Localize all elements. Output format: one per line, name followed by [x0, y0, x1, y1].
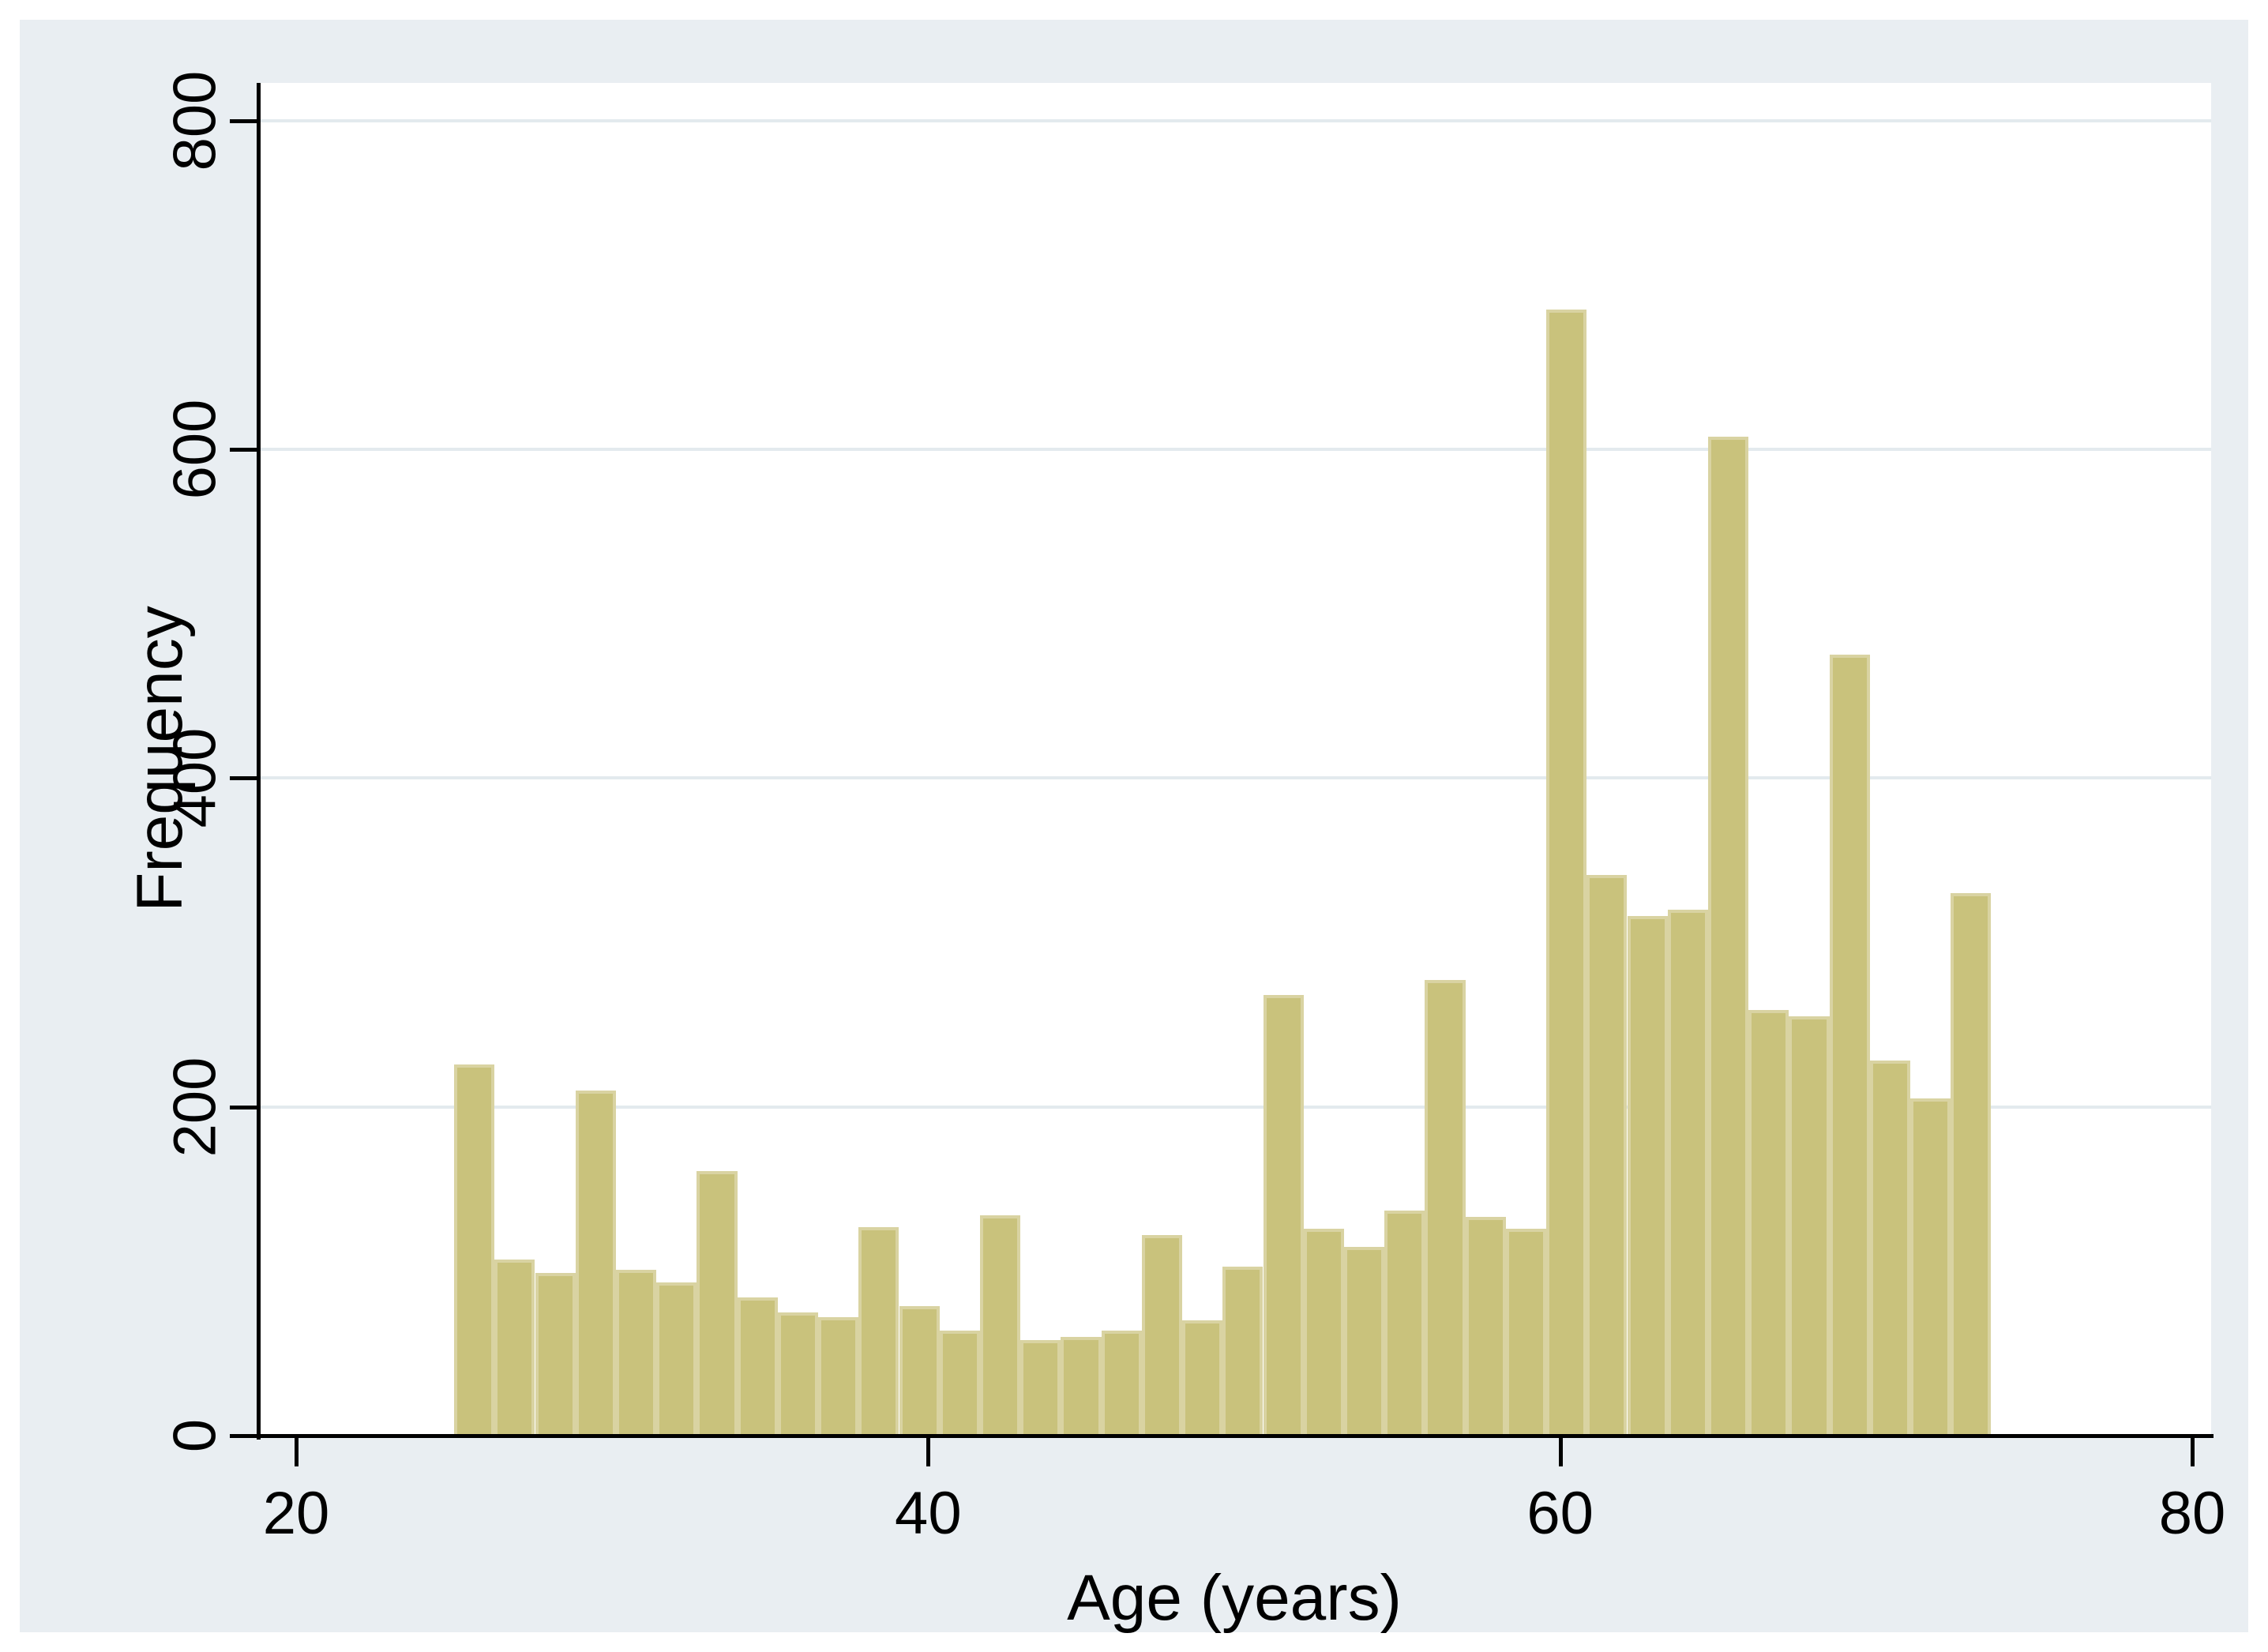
histogram-bar	[1303, 1228, 1344, 1436]
histogram-bar	[454, 1064, 495, 1436]
y-axis-line	[257, 83, 261, 1440]
y-tick-label-text: 800	[161, 70, 229, 171]
histogram-bar	[858, 1226, 899, 1436]
histogram-bar	[939, 1330, 980, 1436]
histogram-bar	[1263, 995, 1304, 1436]
histogram-bar	[1627, 916, 1668, 1436]
histogram-bar	[1829, 655, 1870, 1436]
x-tick-80	[2190, 1438, 2195, 1466]
x-tick-label-text: 80	[2158, 1480, 2226, 1547]
histogram-bar	[1465, 1217, 1506, 1436]
y-tick-label-text: 600	[161, 399, 229, 500]
histogram-bar	[1182, 1320, 1223, 1436]
histogram-bar	[1384, 1210, 1425, 1436]
x-tick-60	[1558, 1438, 1563, 1466]
y-gridline-600	[258, 448, 2211, 452]
y-tick-label-text: 0	[161, 1418, 229, 1453]
y-tick-200	[230, 1105, 258, 1109]
histogram-bar	[575, 1090, 616, 1436]
histogram-bar	[737, 1297, 778, 1436]
histogram-bar	[1061, 1337, 1102, 1436]
figure-panel: 0 200 400 600 800 20 40 60 80 Age (years) Freque…	[20, 20, 2248, 1634]
y-tick-0	[230, 1434, 258, 1438]
histogram-bar	[980, 1215, 1021, 1436]
histogram-bar	[1101, 1330, 1142, 1436]
x-tick-label-text: 60	[1526, 1480, 1594, 1547]
histogram-bar	[777, 1312, 819, 1436]
y-tick-800	[230, 118, 258, 123]
histogram-bar	[1789, 1016, 1830, 1436]
y-gridline-400	[258, 776, 2211, 780]
histogram-bar	[1222, 1266, 1264, 1436]
histogram-bar	[1869, 1061, 1910, 1436]
y-tick-400	[230, 776, 258, 781]
histogram-bar	[1020, 1340, 1061, 1436]
x-tick-20	[295, 1438, 299, 1466]
histogram-bar	[616, 1269, 657, 1436]
x-tick-label-text: 40	[895, 1480, 962, 1547]
y-gridline-800	[258, 118, 2211, 122]
histogram-bar	[494, 1260, 535, 1436]
histogram-bar	[899, 1305, 940, 1436]
histogram-bar	[1748, 1009, 1789, 1436]
histogram-bar	[1951, 893, 1992, 1436]
histogram-bar	[1505, 1228, 1546, 1436]
histogram-bar	[1910, 1098, 1951, 1436]
histogram-bar	[1667, 909, 1708, 1436]
histogram-bar	[1425, 980, 1466, 1436]
y-tick-label-text: 200	[161, 1057, 229, 1158]
histogram-bar	[1586, 875, 1628, 1436]
histogram-bar	[697, 1170, 738, 1436]
x-axis-line	[257, 1434, 2214, 1438]
histogram-bar	[818, 1317, 859, 1436]
histogram-bar	[1344, 1246, 1385, 1436]
y-gridline-200	[258, 1105, 2211, 1109]
y-axis-title-text: Frequency	[124, 606, 196, 912]
histogram-bar	[1141, 1235, 1183, 1436]
histogram-bar	[1546, 310, 1587, 1436]
x-tick-label-text: 20	[262, 1480, 330, 1547]
x-tick-40	[926, 1438, 931, 1466]
plot-area	[258, 83, 2211, 1436]
histogram-bar	[535, 1272, 576, 1436]
histogram-bar	[656, 1282, 697, 1436]
y-tick-600	[230, 448, 258, 452]
x-axis-title-text: Age (years)	[1067, 1562, 1402, 1634]
histogram-bar	[1707, 436, 1749, 1436]
